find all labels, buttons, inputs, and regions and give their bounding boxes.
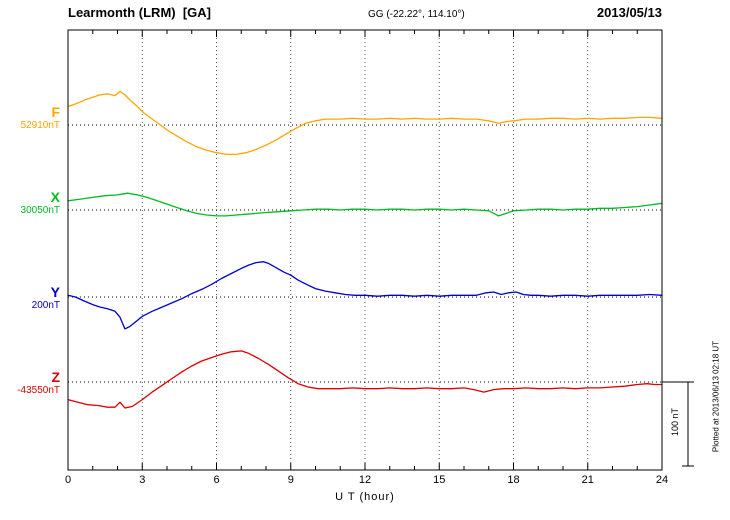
plot-date: 2013/05/13 xyxy=(596,5,662,20)
series-baseline-y: 200nT xyxy=(31,300,60,311)
x-tick-label: 18 xyxy=(507,474,520,486)
series-label-z: Z -43550nT xyxy=(17,370,60,397)
series-label-f: F 52910nT xyxy=(21,105,60,132)
trace-f xyxy=(67,90,663,156)
x-tick-label: 6 xyxy=(213,474,220,486)
series-label-y: Y 200nT xyxy=(32,285,60,312)
x-tick-label: 21 xyxy=(581,474,594,486)
x-tick-label: 15 xyxy=(433,474,446,486)
series-letter-f: F xyxy=(51,104,60,120)
series-letter-x: X xyxy=(50,189,60,205)
trace-x xyxy=(67,192,663,217)
trace-z xyxy=(67,350,663,409)
series-label-x: X 30050nT xyxy=(21,190,60,217)
x-tick-label: 9 xyxy=(287,474,294,486)
station-title: Learmonth (LRM) [GA] xyxy=(68,5,211,20)
scale-bar-label: 100 nT xyxy=(670,407,680,437)
plotted-at-note: Plotted at 2013/06/13 02:18 UT xyxy=(711,340,721,453)
series-baseline-z: -43550nT xyxy=(17,385,60,396)
series-letter-y: Y xyxy=(50,284,60,300)
x-tick-label: 0 xyxy=(64,474,72,486)
x-tick-label: 3 xyxy=(139,474,146,486)
series-baseline-x: 30050nT xyxy=(20,205,60,216)
trace-y xyxy=(67,261,663,330)
x-tick-label: 24 xyxy=(655,474,669,486)
series-baseline-f: 52910nT xyxy=(20,120,60,131)
series-letter-z: Z xyxy=(51,369,60,385)
geographic-coords: GG (-22.22°, 114.10°) xyxy=(368,9,465,20)
x-axis-title: U T (hour) xyxy=(335,491,395,503)
plot-border xyxy=(67,29,663,471)
x-tick-label: 12 xyxy=(358,474,372,486)
